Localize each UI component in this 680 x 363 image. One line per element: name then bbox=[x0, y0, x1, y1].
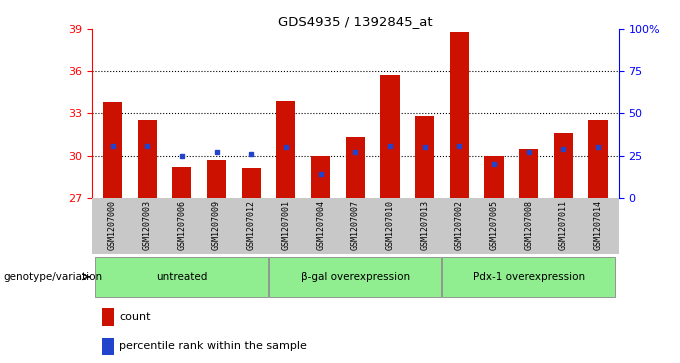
Bar bbox=[242, 168, 261, 198]
Text: GSM1207012: GSM1207012 bbox=[247, 200, 256, 249]
Text: GSM1207014: GSM1207014 bbox=[594, 200, 602, 249]
Bar bbox=[95, 257, 268, 297]
Bar bbox=[484, 156, 503, 198]
Text: GSM1207010: GSM1207010 bbox=[386, 200, 394, 249]
Bar bbox=[173, 167, 192, 198]
Bar bbox=[554, 133, 573, 198]
Text: GSM1207002: GSM1207002 bbox=[455, 200, 464, 249]
Bar bbox=[103, 338, 114, 355]
Bar bbox=[103, 308, 114, 326]
Text: GSM1207011: GSM1207011 bbox=[559, 200, 568, 249]
Text: GSM1207009: GSM1207009 bbox=[212, 200, 221, 249]
Text: untreated: untreated bbox=[156, 272, 207, 282]
Text: GSM1207008: GSM1207008 bbox=[524, 200, 533, 249]
Text: GSM1207007: GSM1207007 bbox=[351, 200, 360, 249]
Text: genotype/variation: genotype/variation bbox=[3, 272, 103, 282]
Bar bbox=[449, 32, 469, 198]
Bar bbox=[442, 257, 615, 297]
Bar bbox=[415, 116, 434, 198]
Bar bbox=[277, 101, 296, 198]
Bar bbox=[345, 137, 365, 198]
Bar bbox=[138, 121, 157, 198]
Text: GSM1207000: GSM1207000 bbox=[108, 200, 117, 249]
Bar bbox=[269, 257, 441, 297]
Text: Pdx-1 overexpression: Pdx-1 overexpression bbox=[473, 272, 585, 282]
Text: count: count bbox=[119, 312, 151, 322]
Text: β-gal overexpression: β-gal overexpression bbox=[301, 272, 410, 282]
Title: GDS4935 / 1392845_at: GDS4935 / 1392845_at bbox=[278, 15, 432, 28]
Text: GSM1207003: GSM1207003 bbox=[143, 200, 152, 249]
Text: GSM1207001: GSM1207001 bbox=[282, 200, 290, 249]
Bar bbox=[380, 76, 400, 198]
Text: percentile rank within the sample: percentile rank within the sample bbox=[119, 342, 307, 351]
Bar bbox=[311, 156, 330, 198]
Bar bbox=[588, 121, 607, 198]
Bar bbox=[519, 148, 538, 198]
Bar bbox=[207, 160, 226, 198]
Text: GSM1207005: GSM1207005 bbox=[490, 200, 498, 249]
Text: GSM1207006: GSM1207006 bbox=[177, 200, 186, 249]
Text: GSM1207013: GSM1207013 bbox=[420, 200, 429, 249]
Bar bbox=[103, 102, 122, 198]
Text: GSM1207004: GSM1207004 bbox=[316, 200, 325, 249]
